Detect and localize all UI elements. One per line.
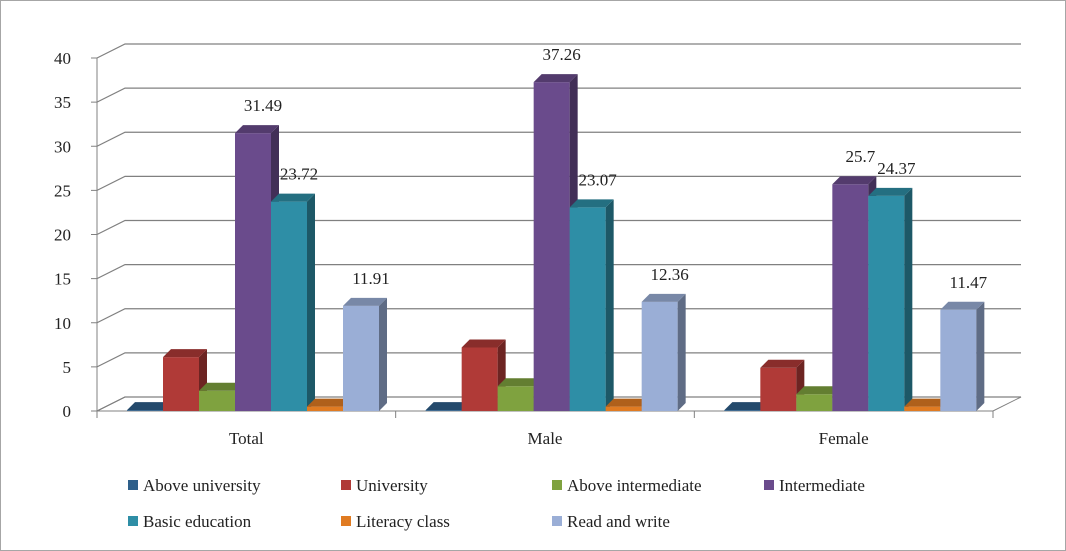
- gridline: [96, 264, 1021, 280]
- legend-swatch: [764, 480, 774, 490]
- y-tick-label: 25: [54, 181, 71, 200]
- data-label: 25.7: [845, 147, 875, 166]
- legend-item: University: [341, 476, 428, 495]
- legend-label: Intermediate: [779, 476, 865, 495]
- bar: [940, 301, 985, 411]
- y-tick-label: 30: [54, 137, 71, 156]
- bar: [271, 193, 315, 411]
- data-label: 11.47: [950, 273, 988, 292]
- gridlines: [96, 43, 1021, 412]
- legend-label: Above university: [143, 476, 261, 495]
- legend-swatch: [128, 480, 138, 490]
- legend-label: Literacy class: [356, 512, 450, 531]
- y-tick-label: 0: [63, 402, 72, 421]
- bars: [127, 74, 985, 412]
- legend-label: University: [356, 476, 428, 495]
- gridline: [96, 175, 1021, 191]
- y-axis: 0 5 10 15 20 25 30 35 40: [54, 49, 97, 421]
- legend-label: Above intermediate: [567, 476, 702, 495]
- legend-swatch: [552, 480, 562, 490]
- data-label: 23.07: [579, 170, 618, 189]
- data-labels: 31.49 23.72 11.91 37.26 23.07 12.36 25.724.37 1…: [244, 45, 988, 292]
- legend-item: Intermediate: [764, 476, 865, 495]
- legend: Above university University Above intermed…: [128, 476, 865, 531]
- gridline: [96, 43, 1021, 59]
- data-label: 31.49: [244, 96, 282, 115]
- data-label: 37.26: [543, 45, 581, 64]
- bar: [868, 187, 913, 411]
- y-tick-label: 20: [54, 226, 71, 245]
- legend-item: Above university: [128, 476, 261, 495]
- y-tick-label: 40: [54, 49, 71, 68]
- x-tick-label: Total: [229, 429, 264, 448]
- legend-label: Basic education: [143, 512, 252, 531]
- x-axis: Total Male Female: [96, 411, 994, 448]
- legend-item: Basic education: [128, 512, 252, 531]
- gridline: [96, 308, 1021, 324]
- legend-swatch: [552, 516, 562, 526]
- legend-item: Literacy class: [341, 512, 450, 531]
- bar: [343, 297, 387, 411]
- legend-swatch: [341, 480, 351, 490]
- y-tick-label: 15: [54, 270, 71, 289]
- data-label: 12.36: [651, 265, 689, 284]
- legend-swatch: [128, 516, 138, 526]
- gridline: [96, 131, 1021, 147]
- data-label: 24.37: [877, 159, 916, 178]
- gridline: [96, 352, 1021, 368]
- legend-item: Read and write: [552, 512, 670, 531]
- gridline: [96, 396, 1021, 412]
- data-label: 23.72: [280, 165, 318, 184]
- bar: [569, 199, 614, 411]
- x-tick-label: Female: [819, 429, 869, 448]
- gridline: [96, 219, 1021, 236]
- y-tick-label: 10: [54, 314, 71, 333]
- data-label: 11.91: [352, 269, 390, 288]
- gridline: [96, 87, 1021, 103]
- y-tick-label: 35: [54, 93, 71, 112]
- legend-item: Above intermediate: [552, 476, 702, 495]
- legend-swatch: [341, 516, 351, 526]
- x-tick-label: Male: [528, 429, 563, 448]
- bar: [641, 293, 686, 411]
- y-tick-label: 5: [63, 358, 72, 377]
- legend-label: Read and write: [567, 512, 670, 531]
